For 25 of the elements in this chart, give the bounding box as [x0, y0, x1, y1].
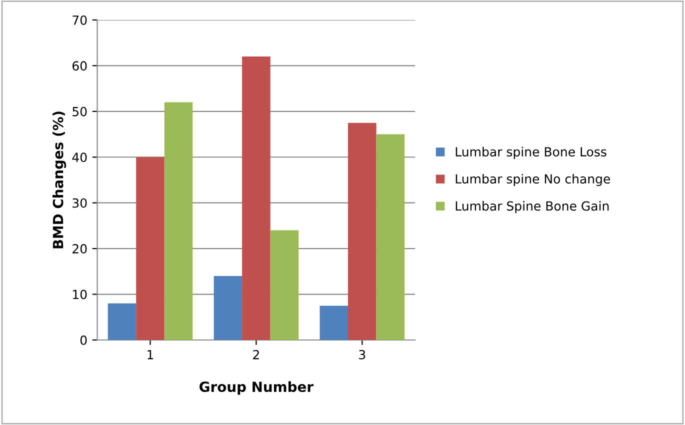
x-tick-label: 1	[148, 350, 154, 360]
bar	[320, 306, 348, 340]
y-tick-label: 20	[72, 244, 87, 254]
bar	[376, 134, 405, 340]
x-axis-title: Group Number	[200, 381, 314, 395]
y-tick-label: 50	[72, 106, 87, 116]
y-tick-label: 40	[72, 152, 87, 162]
y-tick-label: 70	[72, 15, 87, 25]
y-tick-label: 60	[72, 61, 87, 71]
legend-label: Lumbar spine Bone Loss	[456, 146, 606, 159]
x-tick-label: 3	[359, 350, 366, 360]
bar	[164, 102, 193, 340]
bar	[214, 276, 242, 340]
y-axis-title: BMD Changes (%)	[52, 112, 66, 248]
y-tick-label: 0	[80, 335, 87, 345]
y-tick-label: 10	[73, 290, 87, 300]
bar	[242, 56, 270, 340]
y-tick-label: 30	[72, 198, 87, 208]
bar	[108, 303, 136, 340]
bar	[270, 230, 299, 340]
legend-label: Lumbar Spine Bone Gain	[456, 201, 609, 214]
bar	[136, 157, 164, 340]
x-tick-label: 2	[253, 350, 259, 360]
legend-label: Lumbar spine No change	[456, 174, 610, 186]
bar	[348, 122, 376, 340]
